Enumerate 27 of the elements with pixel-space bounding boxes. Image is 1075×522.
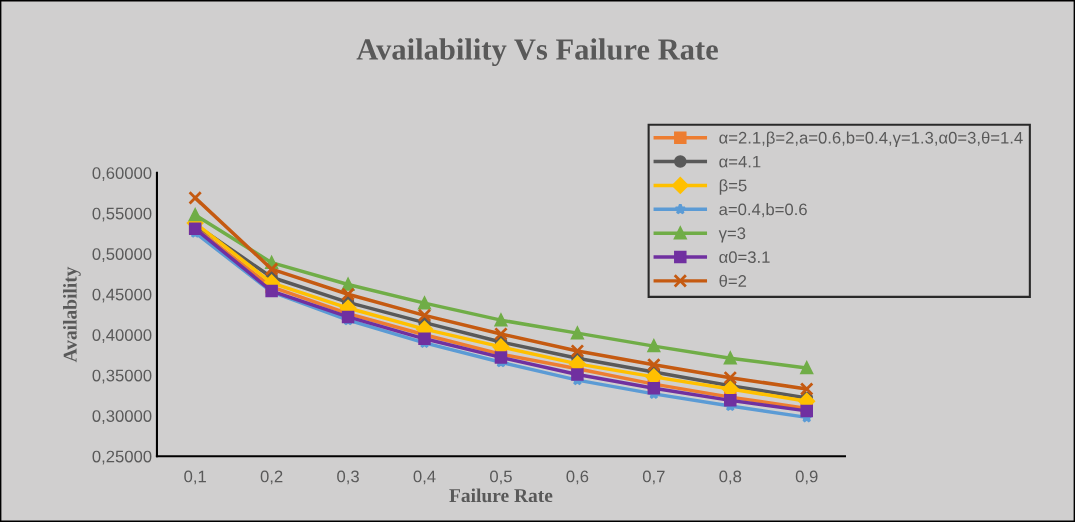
x-tick-label: 0,3: [337, 470, 359, 485]
x-tick-label: 0,5: [490, 470, 512, 485]
y-tick-label: 0,50000: [92, 248, 152, 262]
y-tick-label: 0,40000: [92, 329, 152, 343]
legend-label: γ=3: [718, 227, 746, 243]
legend-label: β=5: [719, 179, 747, 195]
legend-label: a=0.4,b=0.6: [719, 203, 807, 218]
y-tick-label: 0,60000: [92, 167, 152, 181]
x-tick-label: 0,8: [719, 470, 742, 485]
y-tick-label: 0,25000: [92, 450, 152, 465]
y-tick-label: 0,45000: [92, 288, 152, 303]
y-tick-label: 0,55000: [92, 207, 152, 222]
legend-label: α=2.1,β=2,a=0.6,b=0.4,γ=1.3,α0=3,θ=1.4: [719, 131, 1023, 147]
y-axis-title: Availability: [63, 266, 81, 363]
y-tick-label: 0,35000: [92, 369, 152, 384]
x-tick-label: 0,1: [184, 470, 206, 485]
legend-label: α0=3.1: [719, 251, 770, 264]
x-tick-label: 0,6: [566, 470, 589, 485]
x-tick-label: 0,9: [795, 470, 818, 485]
x-tick-label: 0,7: [642, 470, 665, 485]
x-axis-title: Failure Rate: [449, 488, 553, 503]
x-tick-label: 0,2: [260, 470, 283, 485]
y-tick-label: 0,30000: [92, 410, 152, 424]
chart-title: Availability Vs Failure Rate: [356, 38, 718, 67]
legend-label: α=4.1: [719, 155, 761, 168]
x-tick-label: 0,4: [413, 470, 436, 485]
legend-label: θ=2: [719, 274, 747, 287]
